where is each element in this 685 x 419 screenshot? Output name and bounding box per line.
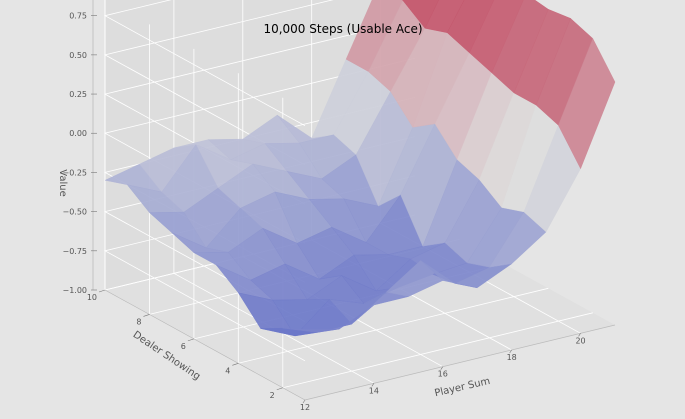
x-tick-label: 14	[369, 386, 379, 395]
x-tick-label: 18	[507, 353, 517, 362]
x-tick-label: 20	[575, 336, 585, 345]
surface-patch	[424, 0, 465, 33]
x-tick-mark	[440, 366, 444, 370]
surface-patch	[558, 38, 616, 170]
y-tick-mark	[232, 363, 239, 366]
y-tick-label: 2	[270, 391, 275, 400]
y-tick-mark	[143, 314, 150, 317]
chart-title: 10,000 Steps (Usable Ace)	[263, 22, 422, 36]
x-tick-mark	[578, 333, 581, 337]
x-tick-mark	[371, 383, 375, 387]
z-axis-label: Value	[57, 169, 68, 196]
y-tick-label: 10	[87, 293, 97, 302]
x-tick-label: 12	[300, 403, 310, 412]
z-tick-label: 0.75	[69, 12, 87, 21]
z-tick-label: −0.25	[62, 168, 87, 177]
y-tick-mark	[98, 289, 106, 293]
value-surface	[104, 0, 616, 337]
x-tick-label: 16	[438, 370, 448, 379]
x-axis-label: Player Sum	[434, 376, 492, 399]
surface-patch	[402, 0, 439, 29]
x-axis-line	[304, 324, 616, 401]
z-tick-label: 0.25	[69, 90, 87, 99]
axis-lines	[92, 0, 616, 401]
y-tick-label: 8	[136, 317, 141, 326]
y-tick-label: 4	[225, 366, 230, 375]
y-axis-line	[104, 289, 306, 401]
x-tick-mark	[302, 399, 306, 404]
tick-labels: 12 14 16 18 20 2 4 6 8 10−1.00 −0.75 −0.50 −0.25 0.00…	[62, 12, 585, 412]
y-tick-mark	[187, 338, 194, 342]
z-tick-label: −0.50	[62, 208, 87, 217]
z-tick-label: 0.00	[69, 129, 87, 138]
y-tick-mark	[276, 387, 283, 391]
z-tick-label: 0.50	[69, 51, 87, 60]
x-tick-mark	[509, 349, 512, 354]
y-tick-label: 6	[181, 342, 186, 351]
z-tick-label: −1.00	[62, 286, 87, 295]
z-tick-label: −0.75	[62, 247, 87, 256]
